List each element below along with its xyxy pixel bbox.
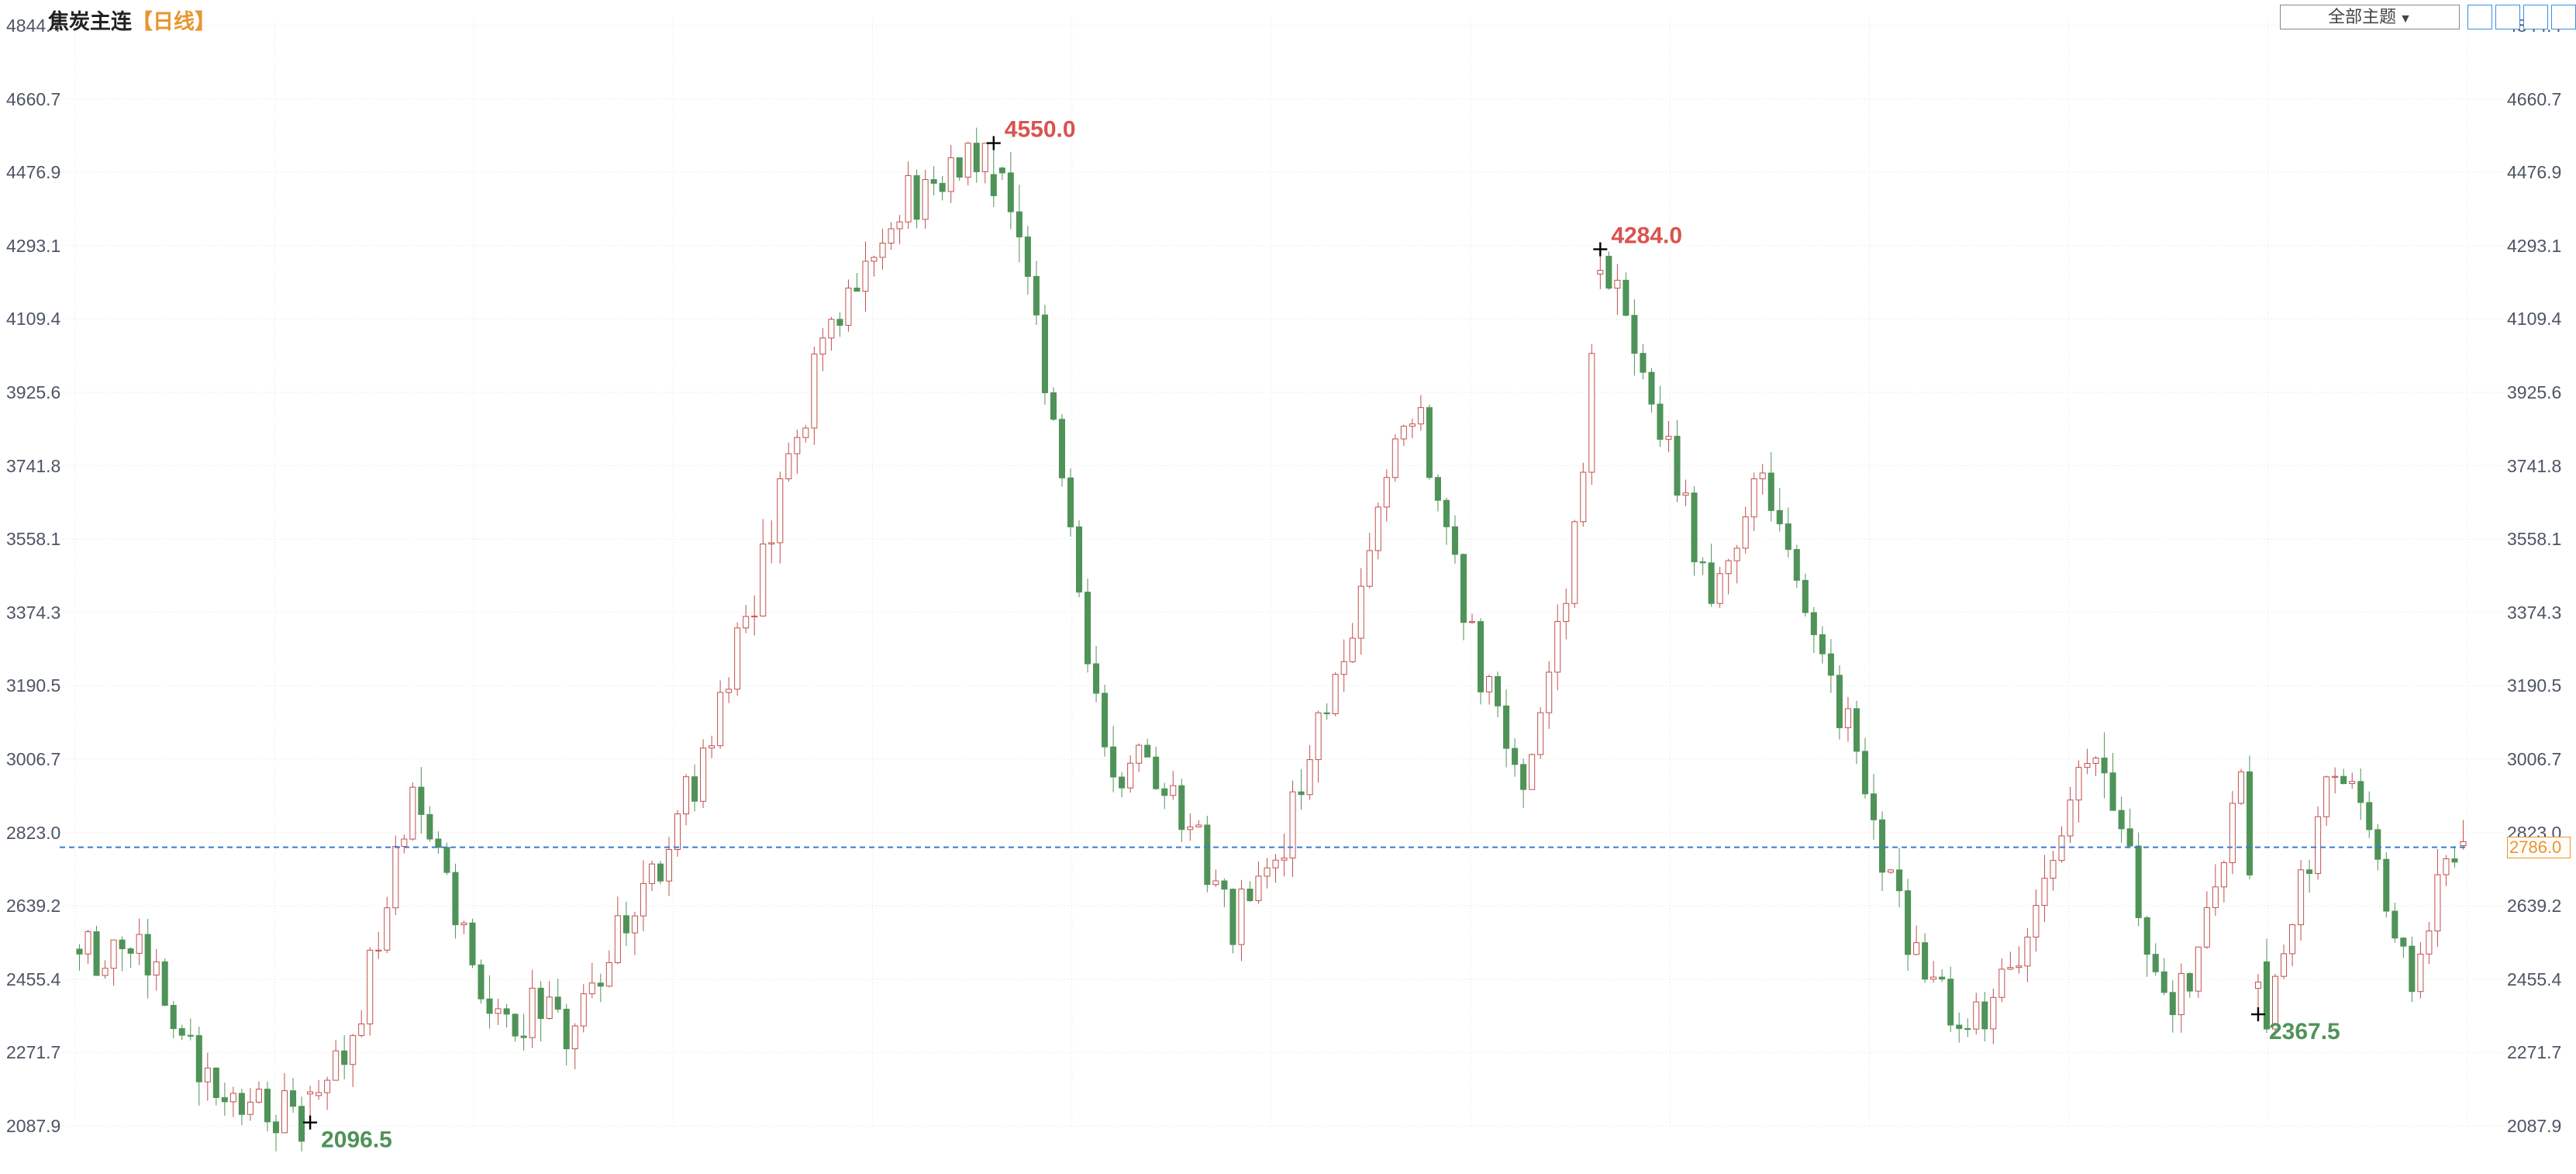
svg-text:4550.0: 4550.0: [1005, 117, 1076, 143]
svg-text:2096.5: 2096.5: [321, 1127, 392, 1153]
svg-text:2367.5: 2367.5: [2269, 1019, 2340, 1045]
svg-text:4284.0: 4284.0: [1611, 223, 1682, 248]
